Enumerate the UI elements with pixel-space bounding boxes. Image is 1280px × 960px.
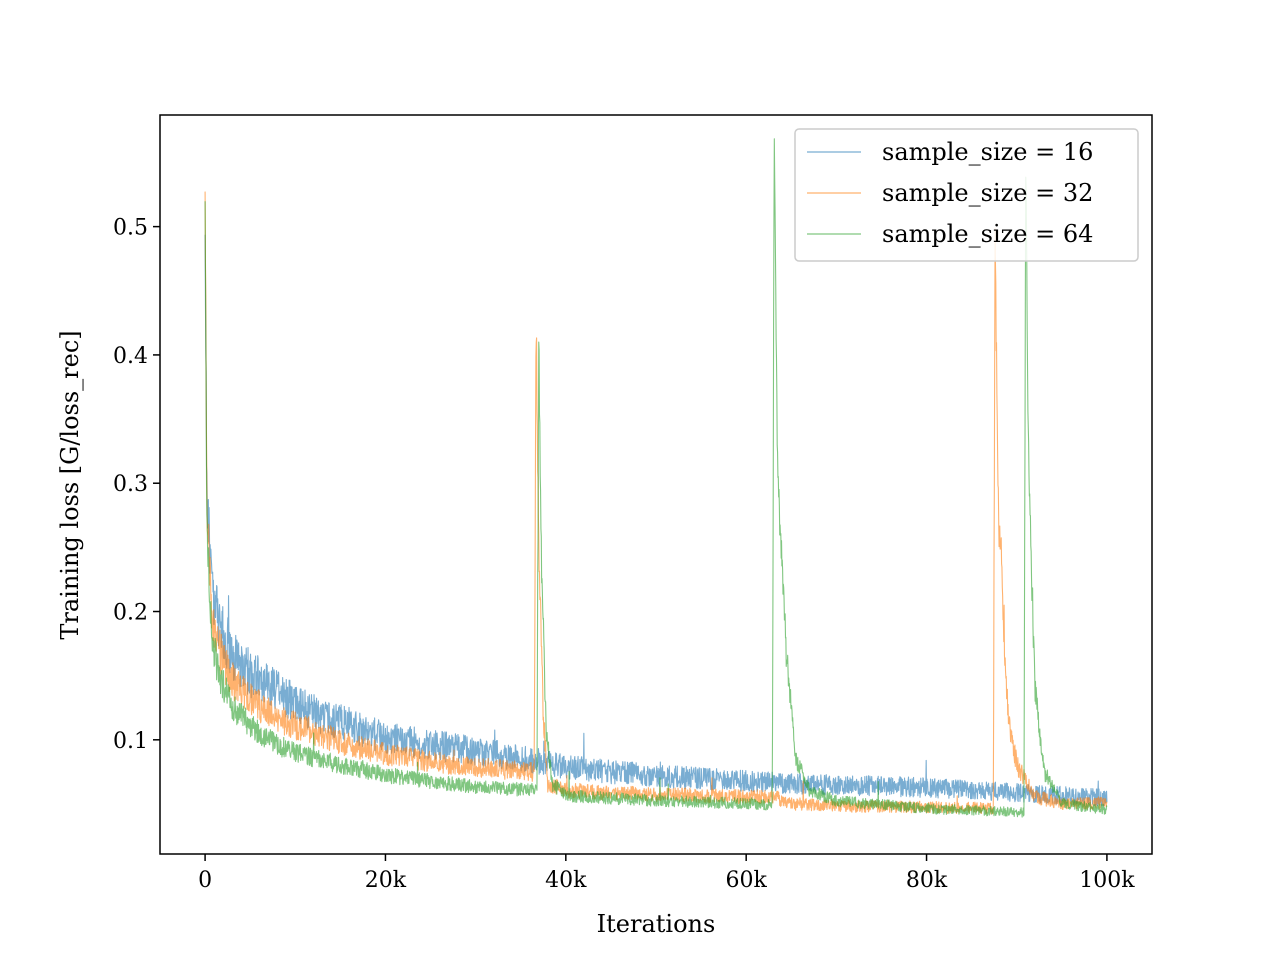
series-layer	[204, 138, 1108, 818]
x-tick-label: 60k	[726, 868, 768, 893]
x-tick-label: 40k	[545, 868, 587, 893]
x-tick-label: 0	[198, 868, 212, 893]
series-line-3	[204, 138, 1108, 818]
y-tick-label: 0.2	[113, 601, 148, 626]
legend-box	[794, 128, 1139, 262]
legend-label-series-1: sample_size = 16	[882, 138, 1093, 166]
x-tick-label: 100k	[1079, 868, 1135, 893]
x-axis-title: Iterations	[597, 910, 716, 938]
legend-label-series-2: sample_size = 32	[882, 179, 1093, 207]
x-tick-label: 80k	[906, 868, 948, 893]
x-tick-label: 20k	[365, 868, 407, 893]
series-line-1	[204, 234, 1108, 807]
plot-frame	[159, 114, 1153, 855]
legend: sample_size = 16 sample_size = 32 sample…	[794, 128, 1139, 262]
y-tick-label: 0.4	[113, 344, 148, 369]
legend-label-series-3: sample_size = 64	[882, 220, 1093, 248]
y-tick-label: 0.3	[113, 472, 148, 497]
y-axis-title: Training loss [G/loss_rec]	[56, 330, 84, 639]
x-axis: 0 20k 40k 60k 80k 100k	[198, 854, 1135, 893]
y-tick-label: 0.1	[113, 729, 148, 754]
y-axis: 0.1 0.2 0.3 0.4 0.5	[113, 216, 160, 754]
y-tick-label: 0.5	[113, 216, 148, 241]
